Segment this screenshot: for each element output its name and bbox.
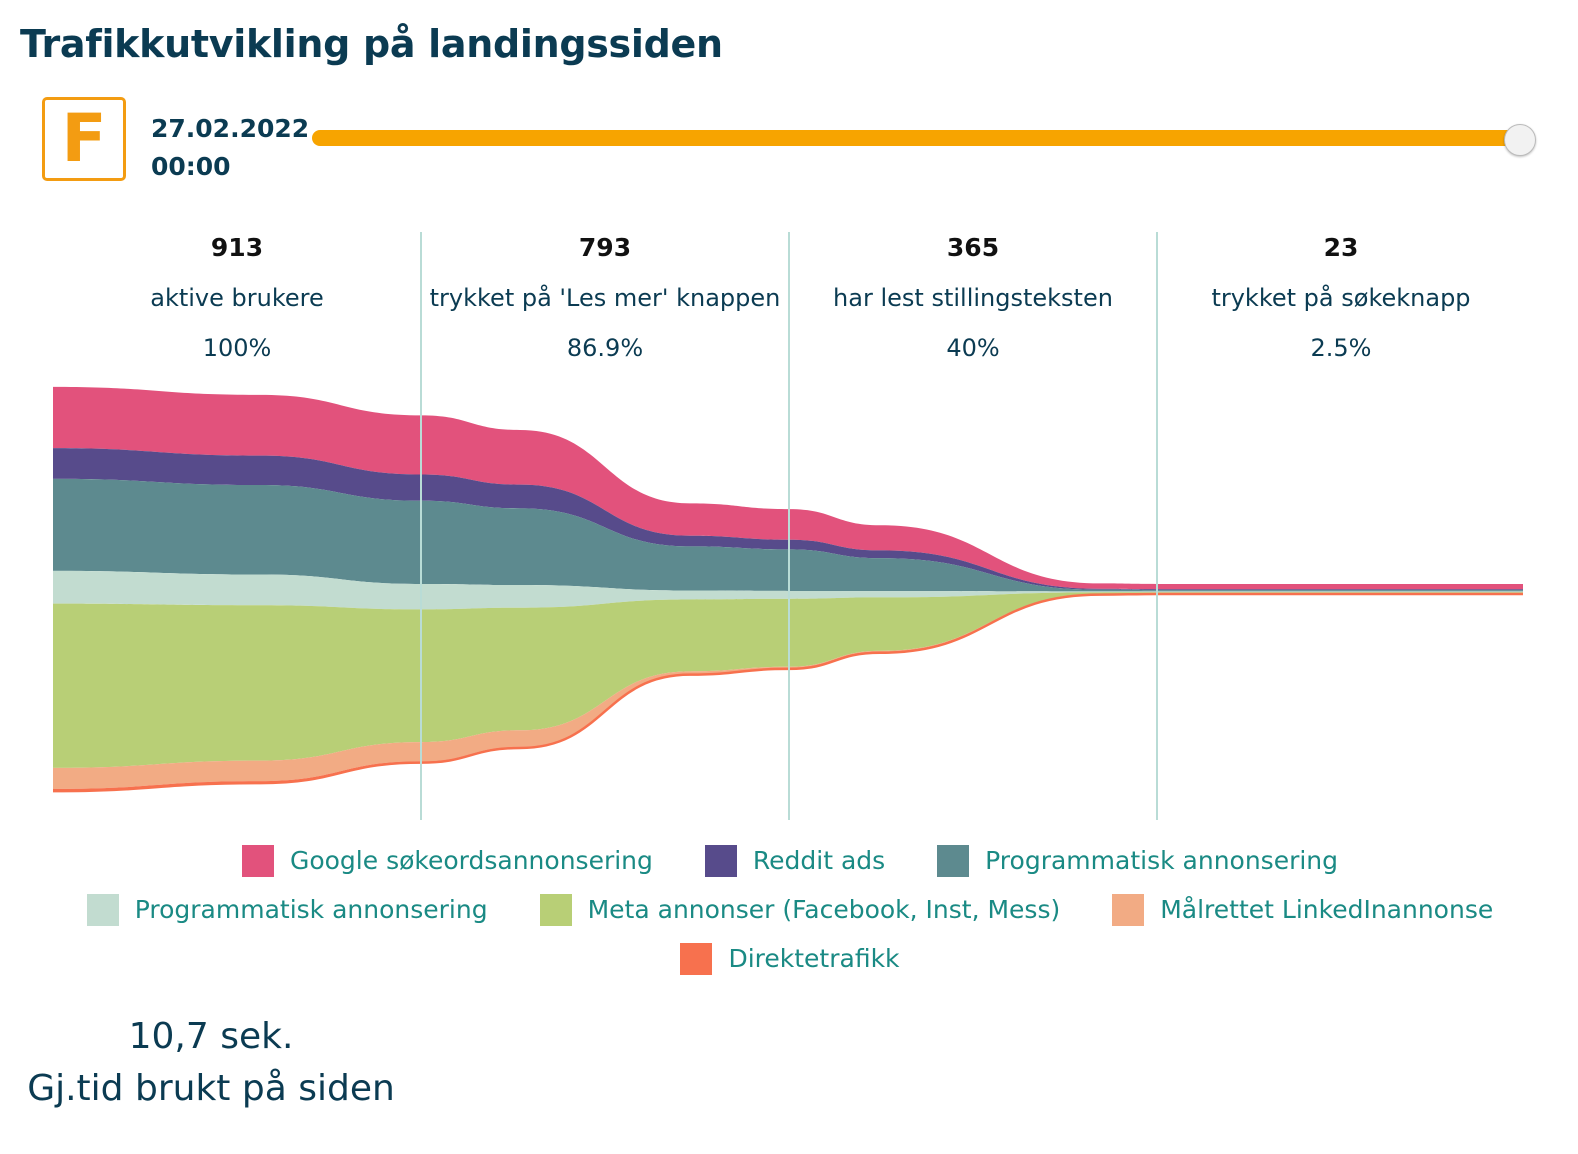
legend-label: Direktetrafikk: [728, 944, 900, 973]
stream-layer: [53, 593, 1523, 789]
legend-item-programmatic-1[interactable]: Programmatisk annonsering: [937, 844, 1339, 877]
date-display: 27.02.2022 00:00: [151, 110, 309, 186]
page-title: Trafikkutvikling på landingssiden: [20, 22, 723, 66]
legend-label: Reddit ads: [752, 846, 886, 875]
legend-label: Programmatisk annonsering: [985, 846, 1339, 875]
legend-label: Målrettet LinkedInannonse: [1160, 895, 1494, 924]
legend-row: Programmatisk annonsering Meta annonser …: [40, 885, 1540, 934]
legend-item-programmatic-2[interactable]: Programmatisk annonsering: [86, 893, 488, 926]
legend-item-direct[interactable]: Direktetrafikk: [680, 942, 900, 975]
stage-value: 365: [946, 233, 1000, 262]
stage-label: har lest stillingsteksten: [833, 284, 1113, 312]
chart-legend: Google søkeordsannonsering Reddit ads Pr…: [40, 836, 1540, 983]
stage-1: 913 aktive brukere 100%: [53, 228, 421, 368]
legend-swatch: [1112, 893, 1145, 926]
kpi-label: Gj.tid brukt på siden: [27, 1068, 395, 1109]
time-slider-thumb[interactable]: [1504, 124, 1536, 156]
legend-label: Programmatisk annonsering: [134, 895, 488, 924]
kpi-value: 10,7 sek.: [128, 1016, 294, 1057]
stage-label: trykket på søkeknapp: [1211, 284, 1471, 312]
stage-percent: 40%: [946, 334, 1000, 362]
stage-value: 23: [1323, 233, 1359, 262]
stage-2: 793 trykket på 'Les mer' knappen 86.9%: [421, 228, 789, 368]
legend-row: Direktetrafikk: [40, 934, 1540, 983]
legend-item-reddit[interactable]: Reddit ads: [704, 844, 886, 877]
stage-label: trykket på 'Les mer' knappen: [429, 284, 781, 312]
stage-4: 23 trykket på søkeknapp 2.5%: [1157, 228, 1525, 368]
legend-swatch: [539, 893, 572, 926]
stage-3: 365 har lest stillingsteksten 40%: [789, 228, 1157, 368]
time-text: 00:00: [151, 152, 231, 181]
legend-item-google[interactable]: Google søkeordsannonsering: [241, 844, 653, 877]
legend-swatch: [937, 844, 970, 877]
legend-item-meta[interactable]: Meta annonser (Facebook, Inst, Mess): [539, 893, 1061, 926]
logo: F: [42, 97, 126, 181]
stage-value: 913: [210, 233, 264, 262]
legend-row: Google søkeordsannonsering Reddit ads Pr…: [40, 836, 1540, 885]
stage-percent: 100%: [202, 334, 272, 362]
legend-label: Meta annonser (Facebook, Inst, Mess): [587, 895, 1061, 924]
legend-label: Google søkeordsannonsering: [289, 846, 653, 875]
legend-swatch: [241, 844, 274, 877]
legend-swatch: [704, 844, 737, 877]
stream-layer-edge: [52, 592, 1523, 793]
stage-value: 793: [578, 233, 632, 262]
time-slider-track[interactable]: [312, 130, 1520, 146]
stage-label: aktive brukere: [150, 284, 324, 312]
funnel-stream-chart: [52, 232, 1523, 820]
stage-percent: 86.9%: [566, 334, 644, 362]
logo-letter: F: [61, 100, 107, 177]
legend-swatch: [680, 942, 713, 975]
legend-item-linkedin[interactable]: Målrettet LinkedInannonse: [1112, 893, 1494, 926]
stage-percent: 2.5%: [1310, 334, 1372, 362]
legend-swatch: [86, 893, 119, 926]
date-text: 27.02.2022: [151, 114, 310, 143]
